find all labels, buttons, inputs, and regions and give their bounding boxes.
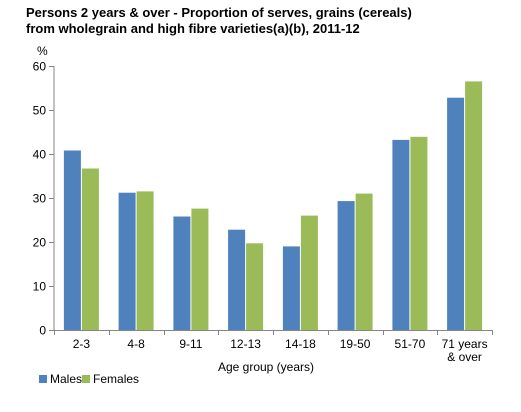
x-tick-label: 4-8 bbox=[127, 337, 145, 351]
legend: Males Females bbox=[39, 372, 139, 386]
x-tick-label: 9-11 bbox=[179, 337, 202, 351]
chart-title-line-1: Persons 2 years & over - Proportion of s… bbox=[26, 5, 412, 20]
x-axis-label: Age group (years) bbox=[218, 360, 314, 374]
bar-males-2 bbox=[173, 216, 191, 330]
legend-item-females: Females bbox=[82, 372, 139, 386]
bar-females-7 bbox=[465, 81, 483, 331]
bar-males-3 bbox=[228, 229, 246, 330]
bar-males-7 bbox=[447, 97, 465, 330]
bar-females-2 bbox=[191, 208, 209, 330]
x-tick-label: 12-13 bbox=[230, 337, 261, 351]
legend-item-males: Males bbox=[39, 372, 82, 386]
y-axis-label: % bbox=[37, 44, 48, 58]
bar-females-6 bbox=[410, 136, 428, 330]
x-tick-label: 71 years bbox=[442, 337, 488, 351]
y-tick-label: 30 bbox=[33, 192, 47, 206]
bar-males-6 bbox=[392, 139, 410, 330]
y-tick-label: 50 bbox=[33, 104, 47, 118]
bar-females-1 bbox=[136, 191, 154, 330]
bar-males-5 bbox=[337, 201, 355, 330]
bar-males-0 bbox=[63, 150, 81, 330]
x-tick-label: 14-18 bbox=[285, 337, 316, 351]
bar-males-4 bbox=[282, 246, 300, 330]
y-tick-label: 0 bbox=[39, 324, 46, 338]
y-tick-label: 40 bbox=[33, 148, 47, 162]
legend-swatch-males bbox=[39, 375, 47, 383]
bar-females-0 bbox=[81, 168, 99, 330]
y-tick-label: 60 bbox=[33, 60, 47, 74]
bar-females-4 bbox=[300, 215, 318, 330]
legend-swatch-females bbox=[82, 375, 91, 383]
x-tick-label: 19-50 bbox=[340, 337, 371, 351]
chart-title: Persons 2 years & over - Proportion of s… bbox=[26, 5, 506, 37]
legend-label-females: Females bbox=[93, 372, 140, 386]
legend-label-males: Males bbox=[50, 372, 83, 386]
bar-females-3 bbox=[246, 243, 264, 330]
x-tick-label: 51-70 bbox=[395, 337, 426, 351]
bar-females-5 bbox=[355, 193, 373, 330]
x-tick-label: & over bbox=[447, 350, 482, 364]
y-tick-label: 20 bbox=[33, 236, 47, 250]
bar-males-1 bbox=[118, 192, 136, 330]
y-tick-label: 10 bbox=[33, 280, 47, 294]
x-tick-label: 2-3 bbox=[73, 337, 91, 351]
chart-title-line-2: from wholegrain and high fibre varieties… bbox=[26, 21, 360, 36]
